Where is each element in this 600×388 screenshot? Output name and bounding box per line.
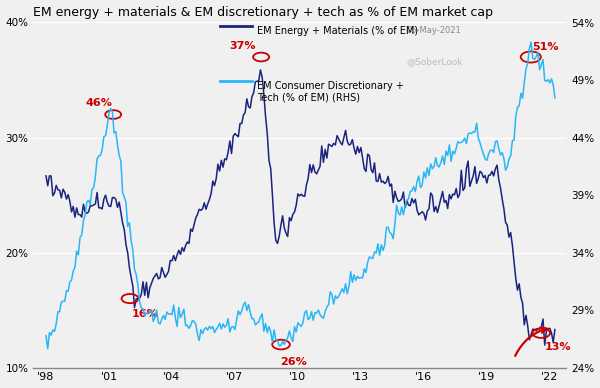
Text: EM Energy + Materials (% of EM): EM Energy + Materials (% of EM) [257, 26, 418, 36]
Text: 13%: 13% [545, 342, 571, 352]
Text: EM Consumer Discretionary +
Tech (% of EM) (RHS): EM Consumer Discretionary + Tech (% of E… [257, 81, 404, 103]
Text: 26%: 26% [280, 357, 307, 367]
Text: 16%: 16% [131, 308, 158, 319]
Text: 46%: 46% [85, 98, 112, 108]
Text: @SoberLook: @SoberLook [407, 57, 463, 66]
Text: EM energy + materials & EM discretionary + tech as % of EM market cap: EM energy + materials & EM discretionary… [34, 5, 493, 19]
Text: 51%: 51% [532, 42, 559, 52]
Text: 37%: 37% [229, 40, 256, 50]
Text: 05-May-2021: 05-May-2021 [407, 26, 461, 35]
